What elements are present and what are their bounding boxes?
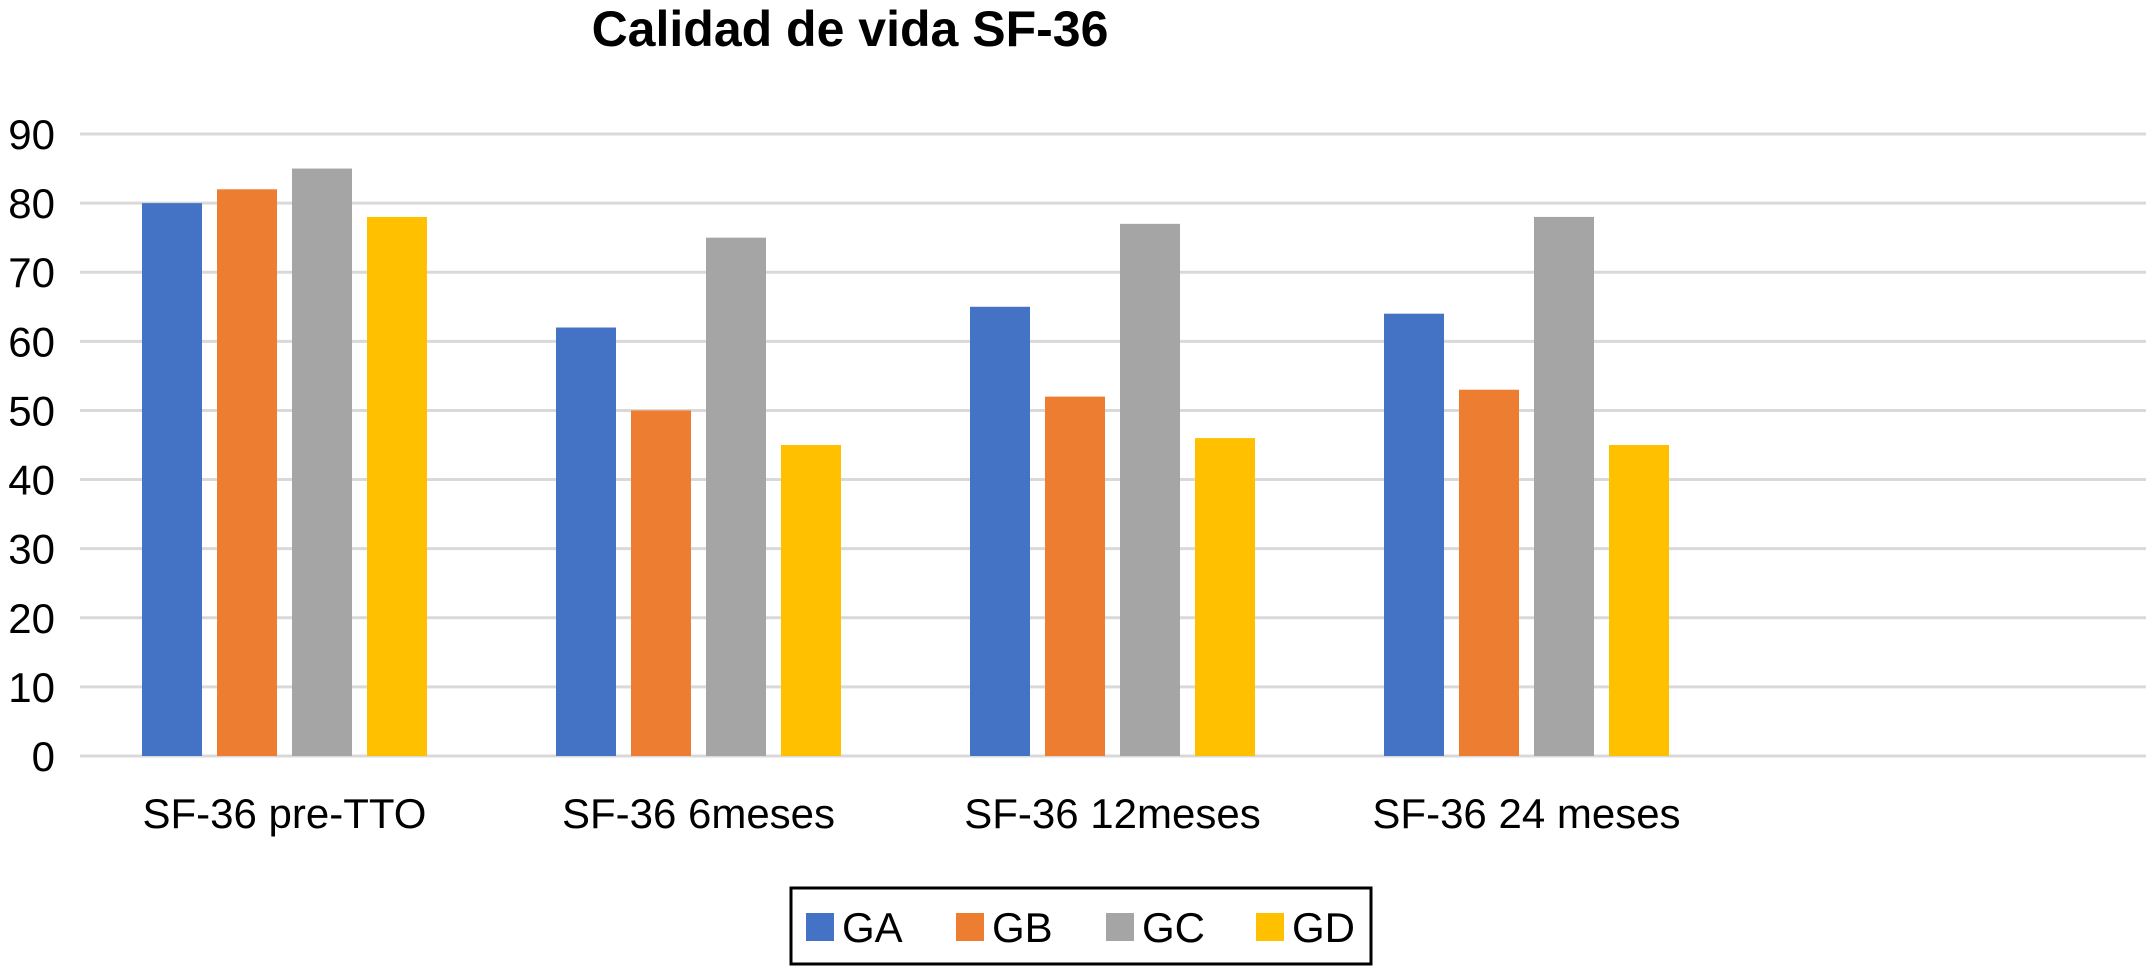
- bar-gd: [781, 445, 841, 756]
- bar-gc: [706, 237, 766, 756]
- y-axis-ticks: 0 10 20 30 40 50 60 70 80 90: [8, 111, 55, 780]
- legend-swatch-ga: [806, 913, 834, 941]
- y-tick-label: 50: [8, 387, 55, 434]
- bar-gd: [1609, 445, 1669, 756]
- legend-swatch-gd: [1256, 913, 1284, 941]
- bars: [142, 168, 1669, 757]
- y-tick-label: 60: [8, 318, 55, 365]
- bar-gb: [217, 189, 277, 757]
- legend-label-ga: GA: [842, 904, 903, 951]
- y-tick-label: 0: [32, 733, 55, 780]
- x-category-label: SF-36 12meses: [964, 790, 1260, 837]
- bar-ga: [1384, 313, 1444, 756]
- legend-swatch-gc: [1106, 913, 1134, 941]
- y-tick-label: 10: [8, 664, 55, 711]
- bar-gd: [1195, 438, 1255, 756]
- bar-gd: [367, 216, 427, 756]
- legend-label-gb: GB: [992, 904, 1053, 951]
- legend-label-gd: GD: [1292, 904, 1355, 951]
- legend: GA GB GC GD: [789, 886, 1373, 966]
- x-axis-categories: SF-36 pre-TTO SF-36 6meses SF-36 12meses SF…: [143, 790, 1681, 837]
- chart-title: Calidad de vida SF-36: [592, 1, 1109, 57]
- x-category-label: SF-36 6meses: [562, 790, 835, 837]
- y-tick-label: 20: [8, 595, 55, 642]
- legend-swatch-gb: [956, 913, 984, 941]
- bar-gc: [292, 168, 352, 757]
- bar-ga: [970, 306, 1030, 756]
- bar-gc: [1120, 223, 1180, 756]
- bar-ga: [142, 203, 202, 757]
- y-tick-label: 40: [8, 457, 55, 504]
- y-tick-label: 70: [8, 249, 55, 296]
- bar-gb: [1459, 389, 1519, 756]
- x-category-label: SF-36 24 meses: [1372, 790, 1680, 837]
- y-tick-label: 80: [8, 180, 55, 227]
- y-tick-label: 30: [8, 526, 55, 573]
- x-category-label: SF-36 pre-TTO: [143, 790, 427, 837]
- y-tick-label: 90: [8, 111, 55, 158]
- bar-gc: [1534, 216, 1594, 756]
- bar-gb: [631, 410, 691, 756]
- legend-label-gc: GC: [1142, 904, 1205, 951]
- bar-gb: [1045, 396, 1105, 756]
- bar-ga: [556, 327, 616, 756]
